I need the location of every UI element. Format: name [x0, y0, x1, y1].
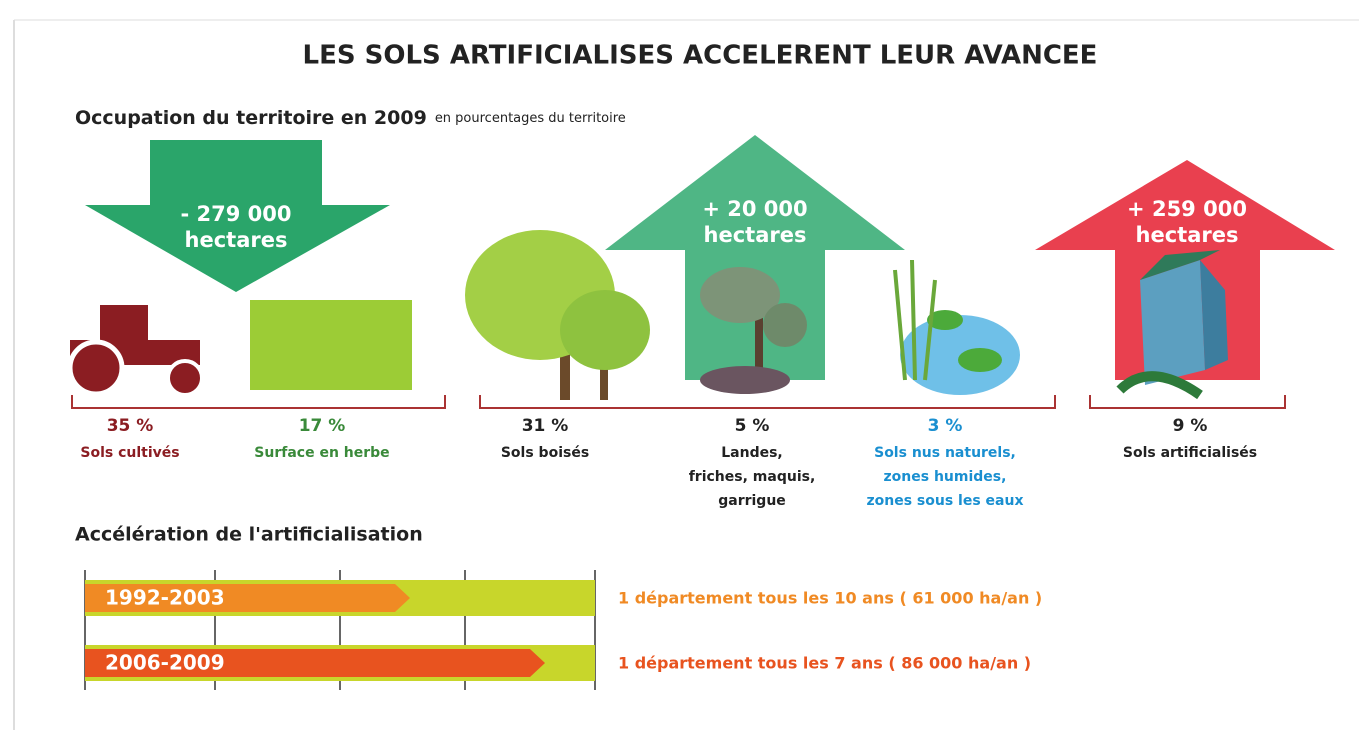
tree-icon [465, 230, 650, 400]
arrow-label: hectares [704, 223, 807, 247]
period-arrow [85, 649, 545, 677]
arrow-label: + 20 000 [702, 197, 807, 221]
section-title: Accélération de l'artificialisation [75, 524, 423, 546]
category-label: zones sous les eaux [866, 493, 1023, 509]
arrow-label: - 279 000 [180, 202, 291, 226]
building-icon [1116, 250, 1228, 400]
down-arrow [85, 140, 390, 292]
category-label: zones humides, [884, 469, 1007, 485]
arrow-label: hectares [1136, 223, 1239, 247]
subtitle-main: Occupation du territoire en 2009 [75, 107, 427, 129]
category-label: Landes, [721, 445, 783, 461]
title: LES SOLS ARTIFICIALISES ACCELERENT LEUR … [303, 41, 1098, 71]
percent-label: 3 % [928, 416, 963, 436]
bracket [1089, 395, 1286, 409]
percent-label: 5 % [735, 416, 770, 436]
period-text: 1 département tous les 10 ans ( 61 000 h… [618, 589, 1042, 608]
percent-label: 9 % [1173, 416, 1208, 436]
subtitle-note: en pourcentages du territoire [435, 111, 626, 126]
period-arrow [85, 584, 410, 612]
percent-label: 35 % [107, 416, 154, 436]
bracket [71, 395, 446, 409]
arrow-label: hectares [185, 228, 288, 252]
category-label: Sols nus naturels, [874, 445, 1016, 461]
bracket [479, 395, 1056, 409]
shrub-icon [700, 267, 807, 394]
percent-label: 17 % [299, 416, 346, 436]
up-arrow [605, 135, 905, 380]
category-label: garrigue [718, 493, 786, 509]
category-label: Surface en herbe [254, 445, 389, 461]
category-label: Sols boisés [501, 445, 589, 461]
category-label: friches, maquis, [689, 469, 816, 485]
percent-label: 31 % [522, 416, 569, 436]
period-label: 2006-2009 [105, 651, 225, 675]
category-label: Sols artificialisés [1123, 445, 1257, 461]
period-label: 1992-2003 [105, 586, 225, 610]
wetland-icon [893, 259, 1020, 395]
category-label: Sols cultivés [80, 445, 179, 461]
subtitle: Occupation du territoire en 2009 en pourc… [75, 107, 626, 129]
arrow-label: + 259 000 [1127, 197, 1247, 221]
tractor-icon [67, 305, 204, 397]
period-text: 1 département tous les 7 ans ( 86 000 ha… [618, 654, 1031, 673]
grass-icon [250, 300, 412, 390]
